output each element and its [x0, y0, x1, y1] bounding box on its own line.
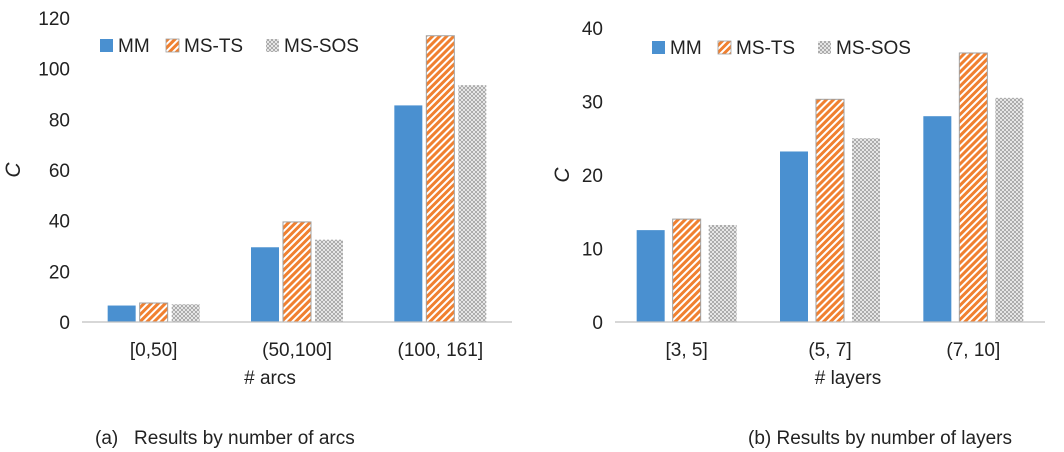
- bar-mm-3-5: [636, 230, 665, 322]
- bar-mm-50-100: [251, 247, 279, 322]
- x-tick-label: (5, 7]: [808, 340, 851, 361]
- y-tick-label: 100: [38, 60, 70, 81]
- bar-ms-ts-3-5: [672, 218, 702, 323]
- bar-ms-ts-5-7: [815, 98, 845, 323]
- caption-layers: (b) Results by number of layers: [748, 428, 1012, 449]
- legend-swatch-ms-ts: [717, 40, 732, 55]
- bar-ms-sos-50-100: [315, 239, 343, 322]
- bar-mm-7-10: [923, 116, 952, 322]
- y-tick-label: 0: [592, 313, 603, 334]
- caption-arcs: (a) Results by number of arcs: [95, 428, 355, 449]
- legend-label-ms-sos: MS-SOS: [284, 36, 359, 57]
- y-tick-label: 80: [49, 110, 70, 131]
- legend-label-ms-ts: MS-TS: [184, 36, 243, 57]
- y-tick-label: 40: [582, 19, 603, 40]
- x-tick-label: (50,100]: [262, 340, 332, 361]
- bar-ms-ts-7-10: [958, 52, 988, 323]
- y-axis-label: C: [2, 162, 25, 178]
- x-tick-label: [3, 5]: [666, 340, 708, 361]
- legend-swatch-mm: [100, 39, 113, 52]
- legend-swatch-ms-ts: [165, 38, 180, 53]
- y-tick-label: 40: [49, 212, 70, 233]
- bar-ms-sos-7-10: [995, 97, 1024, 322]
- bar-mm-5-7: [780, 151, 808, 322]
- x-axis-label: # layers: [815, 368, 882, 389]
- bar-ms-sos-0-50: [171, 304, 200, 322]
- y-axis-label: C: [551, 167, 574, 183]
- legend-label-mm: MM: [118, 36, 150, 57]
- y-tick-label: 30: [582, 93, 603, 114]
- bar-ms-ts-0-50: [139, 302, 169, 323]
- legend-label-ms-sos: MS-SOS: [836, 38, 911, 59]
- chart-arcs: 0 20 40 60 80 100 120 C [0,50] (50,100] (100, 161]…: [2, 9, 512, 389]
- bar-ms-ts-100-161: [425, 35, 455, 323]
- chart-layers: 0 10 20 30 40 C [3, 5] (5, 7] (7, 10] # layers MM M…: [551, 19, 1045, 389]
- bar-mm-100-161: [394, 105, 423, 323]
- legend-swatch-ms-sos: [818, 41, 831, 54]
- x-tick-label: (7, 10]: [946, 340, 1000, 361]
- bar-mm-0-50: [107, 305, 136, 322]
- bar-ms-ts-50-100: [282, 221, 312, 323]
- bar-ms-sos-100-161: [458, 85, 487, 322]
- bar-ms-sos-5-7: [852, 138, 880, 322]
- y-tick-label: 20: [49, 262, 70, 283]
- y-tick-label: 10: [582, 240, 603, 261]
- bar-ms-sos-3-5: [708, 224, 737, 322]
- x-axis-label: # arcs: [244, 368, 296, 389]
- legend-label-mm: MM: [670, 38, 702, 59]
- legend-label-ms-ts: MS-TS: [736, 38, 795, 59]
- y-tick-label: 60: [49, 161, 70, 182]
- y-tick-label: 120: [38, 9, 70, 30]
- y-tick-label: 0: [59, 313, 70, 334]
- x-tick-label: [0,50]: [130, 340, 178, 361]
- y-tick-label: 20: [582, 166, 603, 187]
- x-tick-label: (100, 161]: [398, 340, 484, 361]
- legend-swatch-mm: [652, 41, 665, 54]
- legend-swatch-ms-sos: [266, 39, 279, 52]
